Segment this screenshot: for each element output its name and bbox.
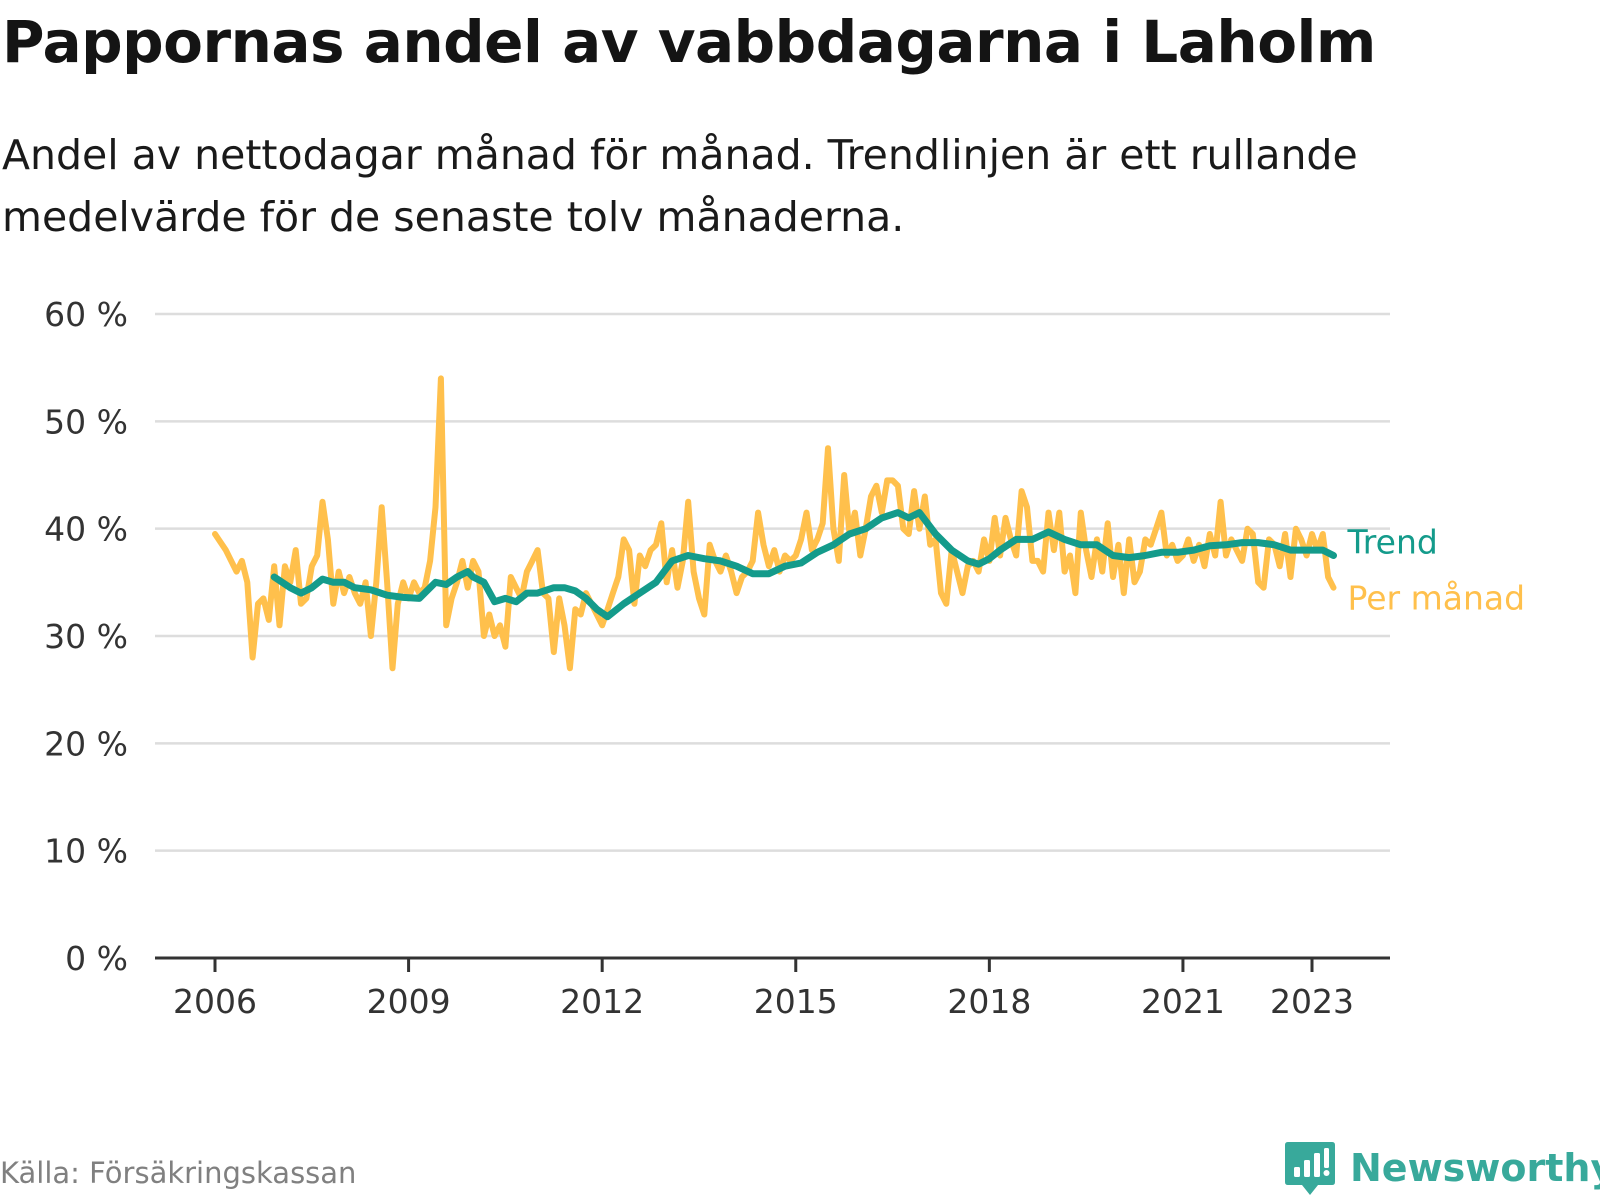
x-axis: 2006 2009 2012 2015 2018 2021 2023	[155, 956, 1390, 1021]
y-tick-label: 40 %	[44, 510, 128, 549]
brand-name: Newsworthy	[1350, 1146, 1600, 1190]
series-layer	[212, 375, 1337, 672]
y-tick-label: 50 %	[44, 402, 128, 441]
series-label-per-manad: Per månad	[1348, 579, 1526, 618]
y-axis: 0 % 10 % 20 % 30 % 40 % 50 % 60 %	[44, 295, 128, 978]
y-tick-label: 30 %	[44, 617, 128, 656]
series-line-trend	[270, 509, 1337, 621]
chart-title: Pappornas andel av vabbdagarna i Laholm	[2, 8, 1376, 76]
y-tick-label: 20 %	[44, 724, 128, 763]
x-tick-label: 2015	[754, 982, 838, 1021]
x-tick-label: 2018	[947, 982, 1031, 1021]
chart-subtitle: Andel av nettodagar månad för månad. Tre…	[2, 131, 1358, 241]
x-tick-label: 2012	[560, 982, 644, 1021]
series-label-trend: Trend	[1347, 523, 1438, 562]
line-chart: 0 % 10 % 20 % 30 % 40 % 50 % 60 % 2006 2009 2012…	[44, 295, 1526, 1021]
brand-logo[interactable]: Newsworthy	[1284, 1138, 1600, 1198]
x-tick-label: 2021	[1141, 982, 1225, 1021]
source-note: Källa: Försäkringskassan	[0, 1156, 357, 1190]
y-tick-label: 60 %	[44, 295, 128, 334]
x-tick-label: 2009	[367, 982, 451, 1021]
series-labels: Per månad Trend	[1347, 523, 1526, 618]
newsworthy-logo-icon	[1285, 1142, 1335, 1195]
gridlines	[155, 312, 1390, 852]
y-tick-label: 10 %	[44, 832, 128, 871]
x-tick-label: 2023	[1270, 982, 1354, 1021]
x-tick-label: 2006	[173, 982, 257, 1021]
y-tick-label: 0 %	[65, 939, 128, 978]
